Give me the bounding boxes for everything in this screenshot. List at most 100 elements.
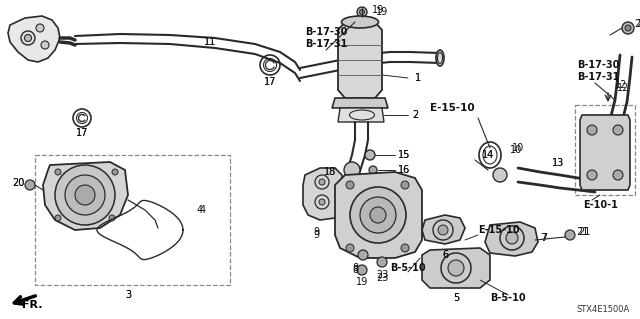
Text: 6: 6: [442, 250, 448, 260]
Text: 2: 2: [412, 110, 419, 120]
Circle shape: [55, 169, 61, 175]
Text: 13: 13: [552, 158, 564, 168]
Circle shape: [109, 215, 115, 221]
Circle shape: [565, 230, 575, 240]
Text: 4: 4: [197, 205, 203, 215]
Text: 20: 20: [12, 178, 24, 188]
Text: FR.: FR.: [22, 300, 42, 310]
Text: 22: 22: [634, 19, 640, 29]
Text: B-17-31: B-17-31: [305, 39, 348, 49]
Text: 18: 18: [324, 167, 336, 177]
Circle shape: [613, 170, 623, 180]
Polygon shape: [338, 108, 384, 122]
Text: 15: 15: [398, 150, 410, 160]
Circle shape: [438, 225, 448, 235]
Polygon shape: [485, 222, 538, 256]
Circle shape: [24, 34, 31, 41]
Circle shape: [401, 244, 409, 252]
Circle shape: [369, 166, 377, 174]
Circle shape: [75, 185, 95, 205]
Circle shape: [346, 181, 354, 189]
Text: 16: 16: [398, 165, 410, 175]
Circle shape: [357, 265, 367, 275]
Text: B-17-30: B-17-30: [577, 60, 620, 70]
Circle shape: [41, 41, 49, 49]
Text: 19: 19: [372, 5, 384, 15]
Text: 17: 17: [264, 77, 276, 87]
Text: 12: 12: [617, 83, 629, 93]
Circle shape: [401, 181, 409, 189]
Text: 5: 5: [453, 293, 459, 303]
Circle shape: [36, 24, 44, 32]
Text: STX4E1500A: STX4E1500A: [577, 305, 630, 314]
Text: 1: 1: [415, 73, 421, 83]
Circle shape: [370, 207, 386, 223]
Circle shape: [360, 197, 396, 233]
Polygon shape: [422, 248, 490, 288]
Circle shape: [112, 169, 118, 175]
Text: 8: 8: [352, 263, 358, 273]
Text: 11: 11: [204, 37, 216, 47]
Text: B-17-30: B-17-30: [305, 27, 348, 37]
Text: E-15-10: E-15-10: [430, 103, 475, 113]
Circle shape: [344, 162, 360, 178]
Text: 21: 21: [576, 227, 588, 237]
Polygon shape: [8, 16, 60, 62]
Circle shape: [622, 22, 634, 34]
Circle shape: [360, 10, 365, 14]
Text: 6: 6: [442, 250, 448, 260]
Circle shape: [358, 250, 368, 260]
Text: 17: 17: [76, 128, 88, 138]
Text: 10: 10: [510, 145, 522, 155]
Circle shape: [506, 232, 518, 244]
Text: E-15-10: E-15-10: [478, 225, 520, 235]
Text: 23: 23: [376, 273, 388, 283]
Text: 2: 2: [412, 110, 419, 120]
Circle shape: [65, 175, 105, 215]
Circle shape: [350, 187, 406, 243]
Text: E-10-1: E-10-1: [583, 200, 618, 210]
Polygon shape: [303, 168, 342, 220]
Text: 12: 12: [615, 80, 627, 90]
Circle shape: [55, 165, 115, 225]
Text: 4: 4: [200, 205, 206, 215]
Text: 17: 17: [76, 128, 88, 138]
Text: 15: 15: [398, 150, 410, 160]
Text: 5: 5: [453, 293, 459, 303]
Text: 7: 7: [540, 233, 547, 243]
Text: 17: 17: [264, 77, 276, 87]
Circle shape: [319, 179, 325, 185]
Circle shape: [493, 168, 507, 182]
Circle shape: [448, 260, 464, 276]
Circle shape: [346, 244, 354, 252]
Polygon shape: [580, 115, 630, 190]
Circle shape: [319, 199, 325, 205]
Text: B-5-10: B-5-10: [390, 263, 426, 273]
Polygon shape: [335, 172, 422, 258]
Circle shape: [334, 209, 342, 217]
Circle shape: [587, 170, 597, 180]
Circle shape: [21, 31, 35, 45]
Text: 11: 11: [204, 37, 216, 47]
Text: 19: 19: [356, 277, 368, 287]
Text: 18: 18: [324, 167, 336, 177]
Circle shape: [357, 7, 367, 17]
Polygon shape: [338, 22, 382, 98]
Text: 3: 3: [125, 290, 131, 300]
Ellipse shape: [342, 16, 378, 28]
Text: B-5-10: B-5-10: [490, 293, 525, 303]
Text: 10: 10: [512, 143, 524, 153]
Text: 21: 21: [578, 227, 590, 237]
Polygon shape: [43, 162, 128, 230]
Circle shape: [55, 215, 61, 221]
Text: B-17-31: B-17-31: [577, 72, 620, 82]
Circle shape: [377, 257, 387, 267]
Text: 14: 14: [482, 150, 494, 160]
Polygon shape: [422, 215, 465, 244]
Circle shape: [365, 150, 375, 160]
Bar: [575, 105, 635, 195]
Text: 3: 3: [125, 290, 131, 300]
Text: 23: 23: [376, 270, 388, 280]
Polygon shape: [332, 98, 388, 108]
Circle shape: [25, 180, 35, 190]
